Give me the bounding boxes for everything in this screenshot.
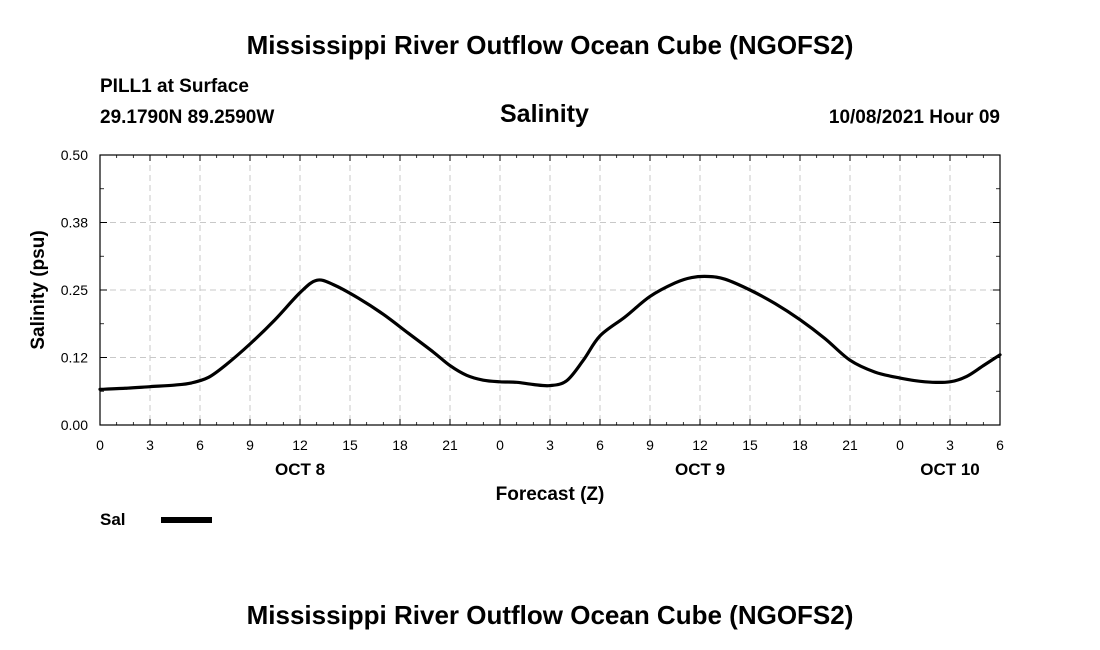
axis-ticks: 0 3 6 9 12 15 18 21 0 3 6 9 12 15 18 21 0 3 6 0.00 0.12 0.25 0… <box>61 147 1004 479</box>
x-tick-label: 6 <box>196 437 204 453</box>
station-coordinates: 29.1790N 89.2590W <box>100 107 275 128</box>
y-tick-label: 0.38 <box>61 215 88 231</box>
series-line-sal <box>98 274 1002 391</box>
x-tick-label: 15 <box>342 437 358 453</box>
date-label: OCT 9 <box>675 460 725 479</box>
y-tick-label: 0.25 <box>61 282 88 298</box>
station-label: PILL1 at Surface <box>100 76 249 97</box>
x-tick-label: 0 <box>496 437 504 453</box>
x-tick-label: 9 <box>246 437 254 453</box>
x-tick-label: 9 <box>646 437 654 453</box>
y-tick-label: 0.12 <box>61 350 88 366</box>
variable-title: Salinity <box>500 100 589 128</box>
legend-label: Sal <box>100 510 126 529</box>
x-tick-label: 18 <box>392 437 408 453</box>
series-layer <box>98 274 1002 391</box>
forecast-datetime: 10/08/2021 Hour 09 <box>828 107 1000 128</box>
grid-lines <box>100 155 1000 425</box>
x-tick-label: 3 <box>946 437 954 453</box>
date-label: OCT 8 <box>275 460 325 479</box>
date-label: OCT 10 <box>920 460 980 479</box>
x-tick-label: 6 <box>596 437 604 453</box>
legend: Sal <box>100 510 212 529</box>
x-axis-label: Forecast (Z) <box>496 484 605 505</box>
y-axis-label: Salinity (psu) <box>28 230 49 349</box>
chart-title: Mississippi River Outflow Ocean Cube (NG… <box>246 30 854 60</box>
y-tick-label: 0.00 <box>61 417 88 433</box>
x-tick-label: 6 <box>996 437 1004 453</box>
x-tick-label: 15 <box>742 437 758 453</box>
x-tick-label: 21 <box>842 437 858 453</box>
x-tick-label: 18 <box>792 437 808 453</box>
x-tick-label: 3 <box>546 437 554 453</box>
x-tick-label: 0 <box>896 437 904 453</box>
y-tick-label: 0.50 <box>61 147 88 163</box>
x-tick-label: 3 <box>146 437 154 453</box>
x-tick-label: 0 <box>96 437 104 453</box>
salinity-chart: 0 3 6 9 12 15 18 21 0 3 6 9 12 15 18 21 0 3 6 0.00 0.12 0.25 0… <box>28 147 1004 529</box>
x-tick-label: 21 <box>442 437 458 453</box>
x-tick-label: 12 <box>292 437 308 453</box>
x-tick-label: 12 <box>692 437 708 453</box>
footer-title: Mississippi River Outflow Ocean Cube (NG… <box>246 600 854 630</box>
